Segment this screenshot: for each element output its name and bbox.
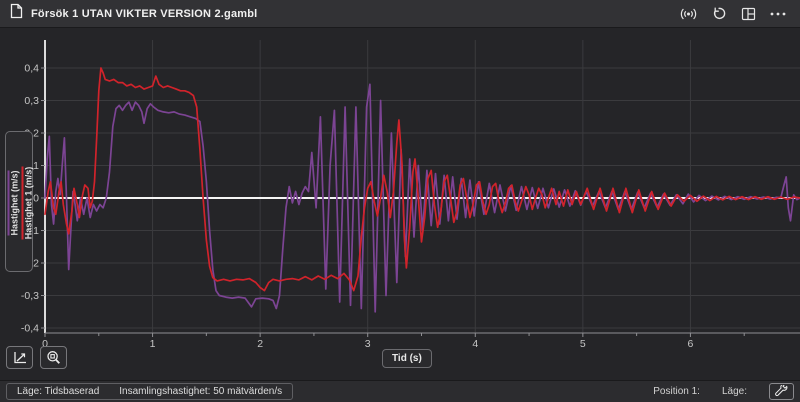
collection-rate: Insamlingshastighet: 50 mätvärden/s xyxy=(119,386,283,397)
wrench-icon xyxy=(775,385,788,397)
layout-icon xyxy=(741,7,755,20)
zoom-to-fit-icon xyxy=(47,351,60,364)
graph-options-icon xyxy=(13,352,26,364)
data-sharing-button[interactable] xyxy=(676,3,700,25)
y-axis-label-hastighet: Hastighet (m/s) xyxy=(6,170,20,236)
svg-text:6: 6 xyxy=(687,338,693,350)
collection-settings[interactable]: Läge: Tidsbaserad Insamlingshastighet: 5… xyxy=(6,383,294,400)
undo-button[interactable] xyxy=(706,3,730,25)
y-axis-labels: Hastighet (m/s) Hastighet 1 (m/s) xyxy=(6,132,34,273)
document-icon xyxy=(10,3,23,24)
svg-text:0,4: 0,4 xyxy=(24,63,39,75)
topbar: Försök 1 UTAN VIKTER VERSION 2.gambl xyxy=(0,0,800,28)
svg-text:0: 0 xyxy=(42,338,48,350)
undo-icon xyxy=(713,7,725,20)
x-axis-label: Tid (s) xyxy=(392,353,422,364)
sensor-position-label: Position 1: xyxy=(653,386,700,397)
sensor-mode-label: Läge: xyxy=(721,386,747,397)
collection-mode: Läge: Tidsbaserad xyxy=(17,386,100,397)
statusbar: Läge: Tidsbaserad Insamlingshastighet: 5… xyxy=(0,380,800,402)
svg-text:1: 1 xyxy=(150,338,156,350)
y-axis-button[interactable]: Hastighet (m/s) Hastighet 1 (m/s) xyxy=(5,131,34,273)
x-axis-button[interactable]: Tid (s) xyxy=(382,349,432,368)
wireless-icon xyxy=(680,8,696,19)
more-options-button[interactable] xyxy=(766,3,790,25)
svg-text:2: 2 xyxy=(257,338,263,350)
svg-text:4: 4 xyxy=(472,338,478,350)
sensor-settings-button[interactable] xyxy=(769,383,794,400)
graph-options-button[interactable] xyxy=(6,346,33,369)
svg-text:-0,4: -0,4 xyxy=(21,323,39,335)
file-title: Försök 1 UTAN VIKTER VERSION 2.gambl xyxy=(31,7,258,20)
ellipsis-icon xyxy=(770,12,786,15)
y-axis-label-hastighet-1: Hastighet 1 (m/s) xyxy=(20,166,34,239)
svg-text:3: 3 xyxy=(365,338,371,350)
zoom-to-fit-button[interactable] xyxy=(40,346,67,369)
svg-text:0: 0 xyxy=(33,193,39,205)
graph-toolbar xyxy=(6,346,67,369)
layout-button[interactable] xyxy=(736,3,760,25)
svg-text:5: 5 xyxy=(580,338,586,350)
svg-text:-0,3: -0,3 xyxy=(21,290,39,302)
svg-text:0,3: 0,3 xyxy=(24,95,39,107)
